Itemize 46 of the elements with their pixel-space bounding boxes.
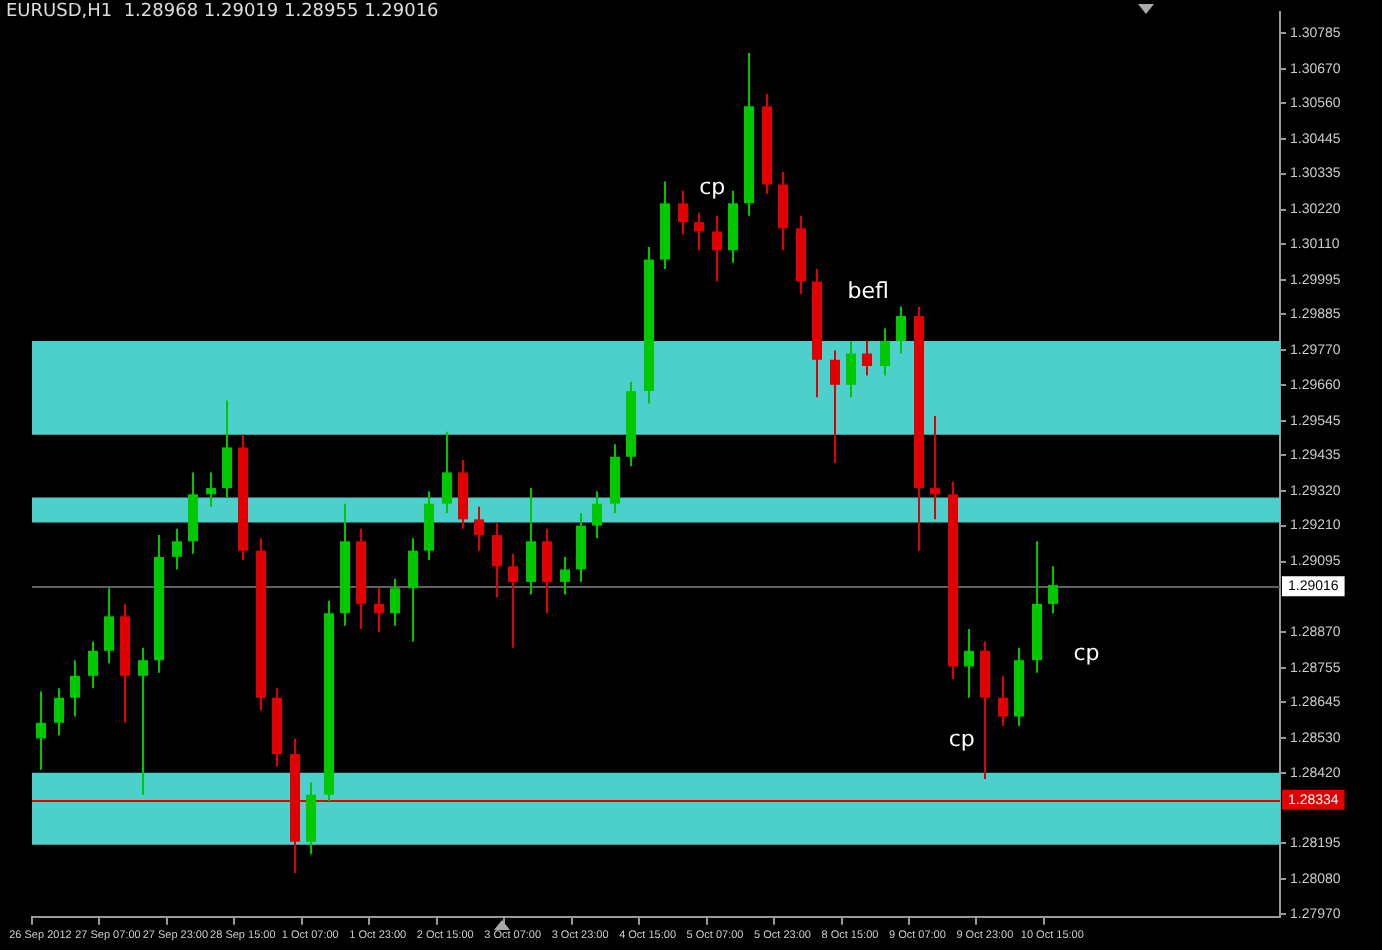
candlestick <box>54 687 64 737</box>
annotation: cp <box>699 174 726 201</box>
candlestick <box>896 305 906 355</box>
annotation: befl <box>847 278 889 305</box>
candlestick <box>542 527 552 615</box>
candlestick <box>712 214 722 283</box>
candlestick <box>964 627 974 699</box>
candlestick <box>1048 565 1058 615</box>
candlestick <box>778 171 788 252</box>
candlestick <box>188 471 198 555</box>
candlestick <box>442 430 452 515</box>
candlestick <box>222 399 232 499</box>
candlestick <box>880 327 890 377</box>
candlestick <box>930 415 940 521</box>
candlestick <box>592 490 602 540</box>
candlestick <box>998 674 1008 727</box>
candlestick <box>172 527 182 571</box>
candlestick <box>830 349 840 465</box>
candlestick <box>458 458 468 530</box>
candlestick <box>694 211 704 252</box>
candlestick <box>408 537 418 643</box>
candlestick <box>374 587 384 634</box>
candlestick <box>610 443 620 515</box>
candlestick <box>70 659 80 718</box>
candlestick <box>846 339 856 399</box>
candlestick <box>576 512 586 583</box>
annotation: cp <box>1073 640 1100 667</box>
candlestick <box>526 487 536 596</box>
candlestick <box>36 690 46 771</box>
candlestick <box>138 646 148 796</box>
chart-title: EURUSD,H1 1.28968 1.29019 1.28955 1.29016 <box>6 2 439 22</box>
candlestick <box>104 587 114 665</box>
candlestick <box>492 521 502 599</box>
candlestick <box>390 577 400 627</box>
candlestick <box>206 471 216 508</box>
candlestick <box>424 490 434 562</box>
candlestick <box>560 555 570 596</box>
candlestick <box>862 339 872 377</box>
candlestick <box>88 640 98 690</box>
candlestick <box>728 189 738 264</box>
candlestick <box>474 505 484 552</box>
annotation: cp <box>948 726 975 753</box>
candlestick <box>306 781 316 856</box>
candlestick <box>508 552 518 649</box>
candlestick <box>980 640 990 781</box>
candlestick <box>678 189 688 236</box>
